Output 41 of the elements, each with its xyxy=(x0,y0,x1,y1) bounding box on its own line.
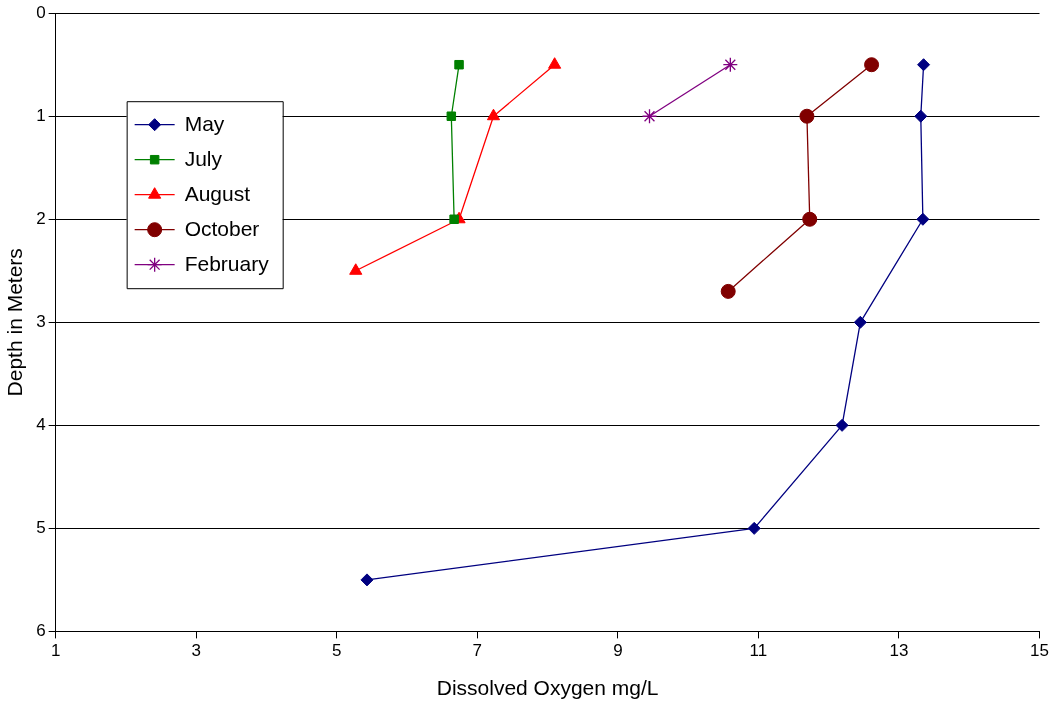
legend-label: July xyxy=(184,147,223,171)
x-tick-label: 13 xyxy=(889,641,909,661)
point xyxy=(548,57,562,69)
point xyxy=(864,57,880,73)
legend-label: February xyxy=(184,252,270,276)
legend-label: August xyxy=(184,182,251,206)
x-tick-label: 11 xyxy=(749,641,768,661)
point xyxy=(799,108,815,124)
point xyxy=(641,108,658,124)
point xyxy=(916,212,930,226)
point xyxy=(486,108,501,121)
x-tick-label: 5 xyxy=(332,641,342,661)
y-tick-label: 2 xyxy=(36,208,46,228)
point xyxy=(720,283,736,299)
point xyxy=(914,109,928,123)
point xyxy=(835,418,849,432)
legend-label: October xyxy=(184,217,260,241)
x-tick-label: 15 xyxy=(1030,641,1050,661)
y-axis-title: Depth in Meters xyxy=(3,248,27,397)
y-tick-label: 4 xyxy=(36,415,46,435)
point xyxy=(360,573,374,587)
y-tick-label: 3 xyxy=(36,311,46,331)
y-tick-label: 6 xyxy=(36,621,46,641)
point xyxy=(853,315,867,329)
point xyxy=(802,211,818,227)
y-tick-label: 5 xyxy=(36,518,46,538)
x-tick-label: 7 xyxy=(472,641,483,661)
point xyxy=(454,59,464,70)
x-tick-label: 1 xyxy=(50,641,61,661)
y-tick-label: 1 xyxy=(36,105,46,125)
point xyxy=(349,263,363,275)
point xyxy=(449,214,459,225)
legend-label: May xyxy=(184,112,225,136)
point xyxy=(747,521,761,535)
point xyxy=(446,111,457,121)
x-tick-label: 3 xyxy=(191,641,201,661)
y-tick-label: 0 xyxy=(36,2,46,22)
x-tick-label: 9 xyxy=(613,641,623,661)
point xyxy=(917,58,931,72)
x-axis-title: Dissolved Oxygen mg/L xyxy=(436,676,659,700)
point xyxy=(722,57,738,73)
